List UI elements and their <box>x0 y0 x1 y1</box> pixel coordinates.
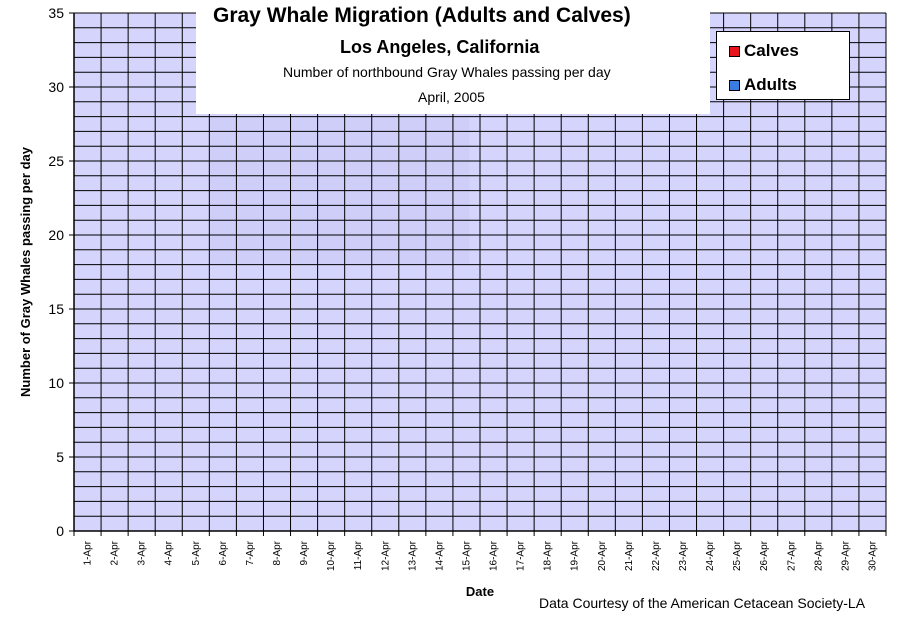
chart-description: Number of northbound Gray Whales passing… <box>283 64 611 80</box>
legend-item-calves: Calves <box>729 41 799 61</box>
y-tick-labels: 0 5 10 15 20 25 30 35 <box>48 5 64 539</box>
x-tick-label: 4-Apr <box>164 540 175 565</box>
y-tick-label: 15 <box>48 301 64 317</box>
y-tick-label: 35 <box>48 5 64 21</box>
x-tick-label: 6-Apr <box>218 540 229 565</box>
legend-label-calves: Calves <box>744 41 799 60</box>
x-tick-label: 25-Apr <box>732 540 743 571</box>
y-tick-label: 25 <box>48 153 64 169</box>
x-tick-label: 11-Apr <box>353 540 364 570</box>
y-axis-label: Number of Gray Whales passing per day <box>18 146 33 397</box>
data-credit: Data Courtesy of the American Cetacean S… <box>539 595 866 611</box>
x-tick-label: 2-Apr <box>110 540 121 565</box>
x-tick-label: 5-Apr <box>191 540 202 565</box>
x-tick-label: 8-Apr <box>272 540 283 565</box>
x-tick-label: 14-Apr <box>434 540 445 571</box>
x-tick-label: 19-Apr <box>570 540 581 571</box>
x-tick-label: 16-Apr <box>489 540 500 571</box>
y-tick-label: 0 <box>56 523 64 539</box>
legend: Calves Adults <box>716 31 850 100</box>
x-tick-label: 29-Apr <box>840 540 851 571</box>
title-box <box>196 0 710 114</box>
axes <box>69 12 887 536</box>
y-tick-label: 20 <box>48 227 64 243</box>
legend-swatch-calves <box>729 45 740 57</box>
x-tick-label: 30-Apr <box>867 540 878 571</box>
chart-date: April, 2005 <box>418 89 485 105</box>
x-tick-label: 13-Apr <box>407 540 418 571</box>
x-tick-label: 23-Apr <box>678 540 689 571</box>
x-tick-label: 17-Apr <box>516 540 527 571</box>
x-tick-label: 3-Apr <box>137 540 148 565</box>
y-tick-label: 5 <box>56 449 64 465</box>
x-tick-label: 21-Apr <box>624 540 635 571</box>
legend-label-adults: Adults <box>744 75 797 94</box>
x-tick-label: 1-Apr <box>83 540 94 565</box>
x-tick-label: 18-Apr <box>543 540 554 571</box>
y-tick-label: 30 <box>48 79 64 95</box>
x-tick-label: 20-Apr <box>597 540 608 571</box>
x-axis-label: Date <box>466 584 494 599</box>
x-tick-label: 10-Apr <box>326 540 337 571</box>
chart-subtitle: Los Angeles, California <box>340 37 540 57</box>
x-tick-label: 27-Apr <box>786 540 797 571</box>
x-tick-label: 12-Apr <box>380 540 391 571</box>
x-tick-label: 22-Apr <box>651 540 662 571</box>
x-tick-label: 24-Apr <box>705 540 716 571</box>
x-tick-label: 9-Apr <box>299 540 310 565</box>
x-tick-labels: 1-Apr 2-Apr 3-Apr 4-Apr 5-Apr 6-Apr 7-Apr 8-Apr… <box>83 540 879 571</box>
legend-item-adults: Adults <box>729 75 797 95</box>
x-tick-label: 15-Apr <box>461 540 472 571</box>
y-tick-label: 10 <box>48 375 64 391</box>
legend-swatch-adults <box>729 79 740 91</box>
chart-title: Gray Whale Migration (Adults and Calves) <box>213 4 631 27</box>
x-tick-label: 7-Apr <box>245 540 256 565</box>
x-tick-label: 28-Apr <box>813 540 824 571</box>
x-tick-label: 26-Apr <box>759 540 770 571</box>
